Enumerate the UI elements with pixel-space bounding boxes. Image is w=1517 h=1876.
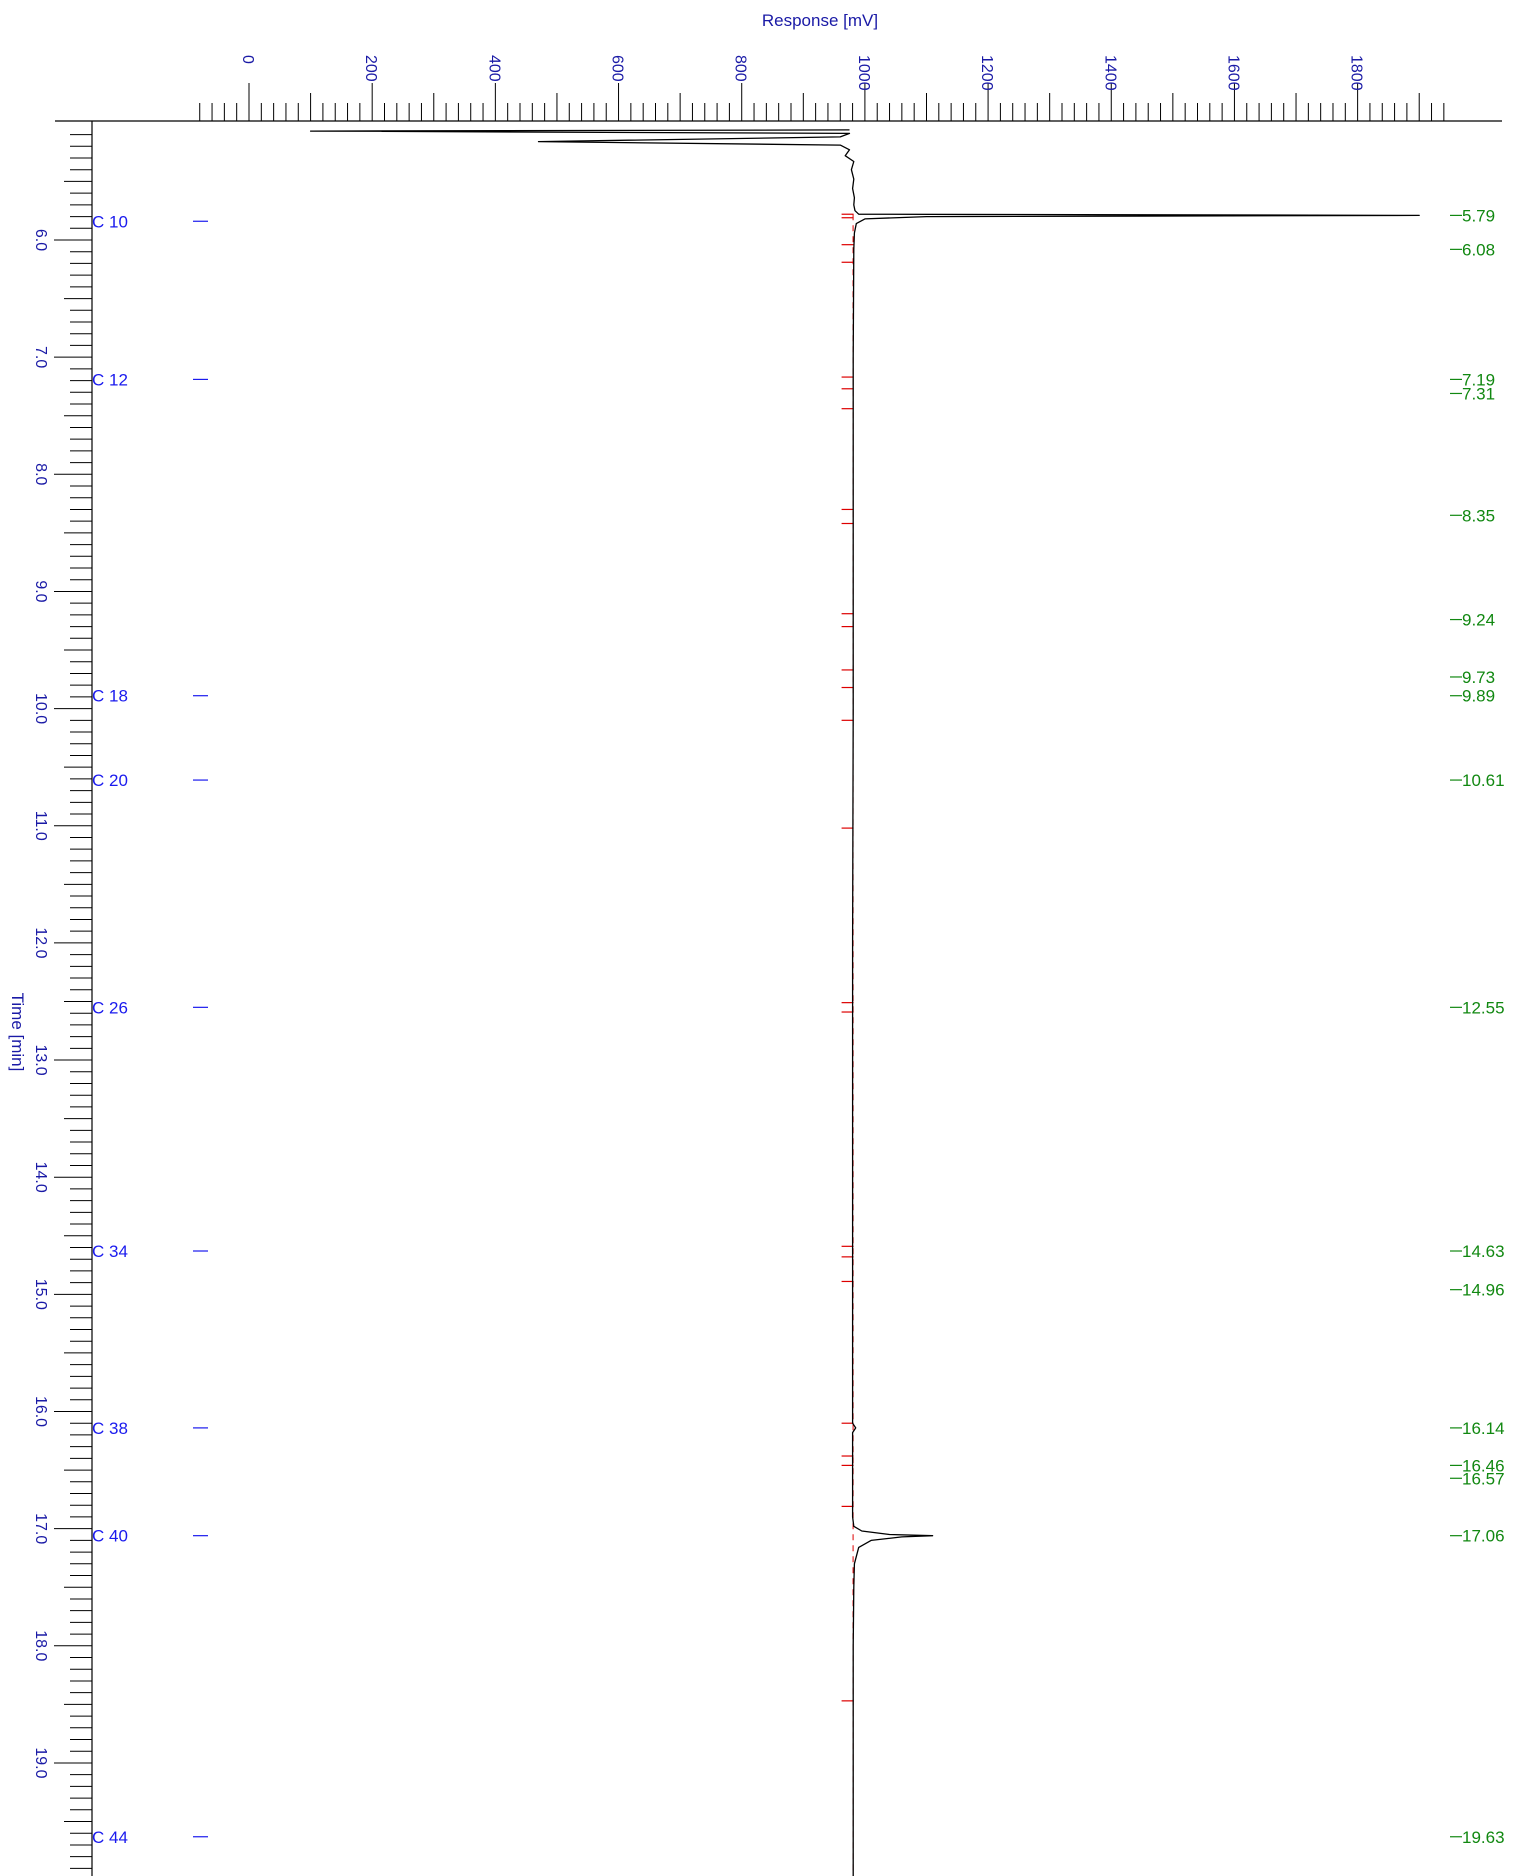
rt-label: 16.57 [1462,1469,1505,1488]
rt-label: 6.08 [1462,240,1495,259]
y-tick-label: 7.0 [32,346,49,368]
y-tick-label: 15.0 [32,1279,49,1310]
x-tick-label: 1600 [1224,55,1241,91]
x-axis-title: Response [mV] [762,11,878,30]
marker-label: C 12 [92,370,128,389]
marker-label: C 18 [92,687,128,706]
x-tick-label: 200 [362,55,379,82]
integration-ticks [841,213,854,1876]
retention-time-labels: 5.79 6.08 7.197.31 8.35 9.24 9.739.89 10.61 12.… [1450,206,1505,1847]
marker-label: C 40 [92,1527,128,1546]
rt-label: 9.89 [1462,687,1495,706]
x-tick-label: 1400 [1101,55,1118,91]
x-tick-label: 800 [732,55,749,82]
y-tick-label: 17.0 [32,1513,49,1544]
y-tick-label: 11.0 [32,811,49,841]
y-tick-label: 14.0 [32,1162,49,1193]
y-tick-label: 12.0 [32,927,49,958]
marker-label: C 20 [92,771,128,790]
compound-markers: C 10 C 12 C 18 C 20 C 26 C 34 C 38 C 40 C 44 [92,212,208,1847]
rt-label: 16.46 [1462,1456,1505,1475]
rt-label: 9.73 [1462,668,1495,687]
marker-label: C 38 [92,1419,128,1438]
rt-label: 16.14 [1462,1419,1505,1438]
marker-label: C 26 [92,998,128,1017]
rt-label: 14.63 [1462,1242,1505,1261]
y-tick-label: 13.0 [32,1044,49,1075]
x-tick-label: 1800 [1348,55,1365,91]
y-tick-label: 9.0 [32,580,49,602]
y-axis: 6.0 7.0 8.0 9.0 10.0 11.0 12.0 13.0 14.0 15.0 16.0… [32,121,93,1876]
chromatogram-trace [309,129,1420,1876]
marker-label: C 34 [92,1242,128,1261]
y-tick-label: 16.0 [32,1396,49,1427]
rt-label: 7.19 [1462,370,1495,389]
x-tick-label: 0 [239,55,256,64]
x-tick-label: 600 [609,55,626,82]
y-tick-label: 19.0 [32,1747,49,1778]
rt-label: 12.55 [1462,998,1505,1017]
rt-label: 19.63 [1462,1828,1505,1847]
y-tick-label: 18.0 [32,1630,49,1661]
y-tick-label: 10.0 [32,693,49,724]
rt-label: 9.24 [1462,611,1495,630]
y-axis-title: Time [min] [8,993,27,1072]
y-tick-label: 6.0 [32,229,49,251]
marker-label: C 44 [92,1828,128,1847]
x-tick-label: 400 [485,55,502,82]
trace-group [309,129,1420,1876]
x-tick-label: 1200 [978,55,995,91]
rt-label: 8.35 [1462,506,1495,525]
y-tick-label: 8.0 [32,463,49,485]
rt-label: 14.96 [1462,1281,1505,1300]
x-axis: 0 200 400 600 800 1000 1200 1400 1600 1800 [55,55,1502,122]
rt-label: 10.61 [1462,771,1505,790]
rt-label: 5.79 [1462,206,1495,225]
rt-label: 7.31 [1462,384,1495,403]
rt-label: 17.06 [1462,1527,1505,1546]
marker-label: C 10 [92,212,128,231]
x-tick-label: 1000 [855,55,872,91]
